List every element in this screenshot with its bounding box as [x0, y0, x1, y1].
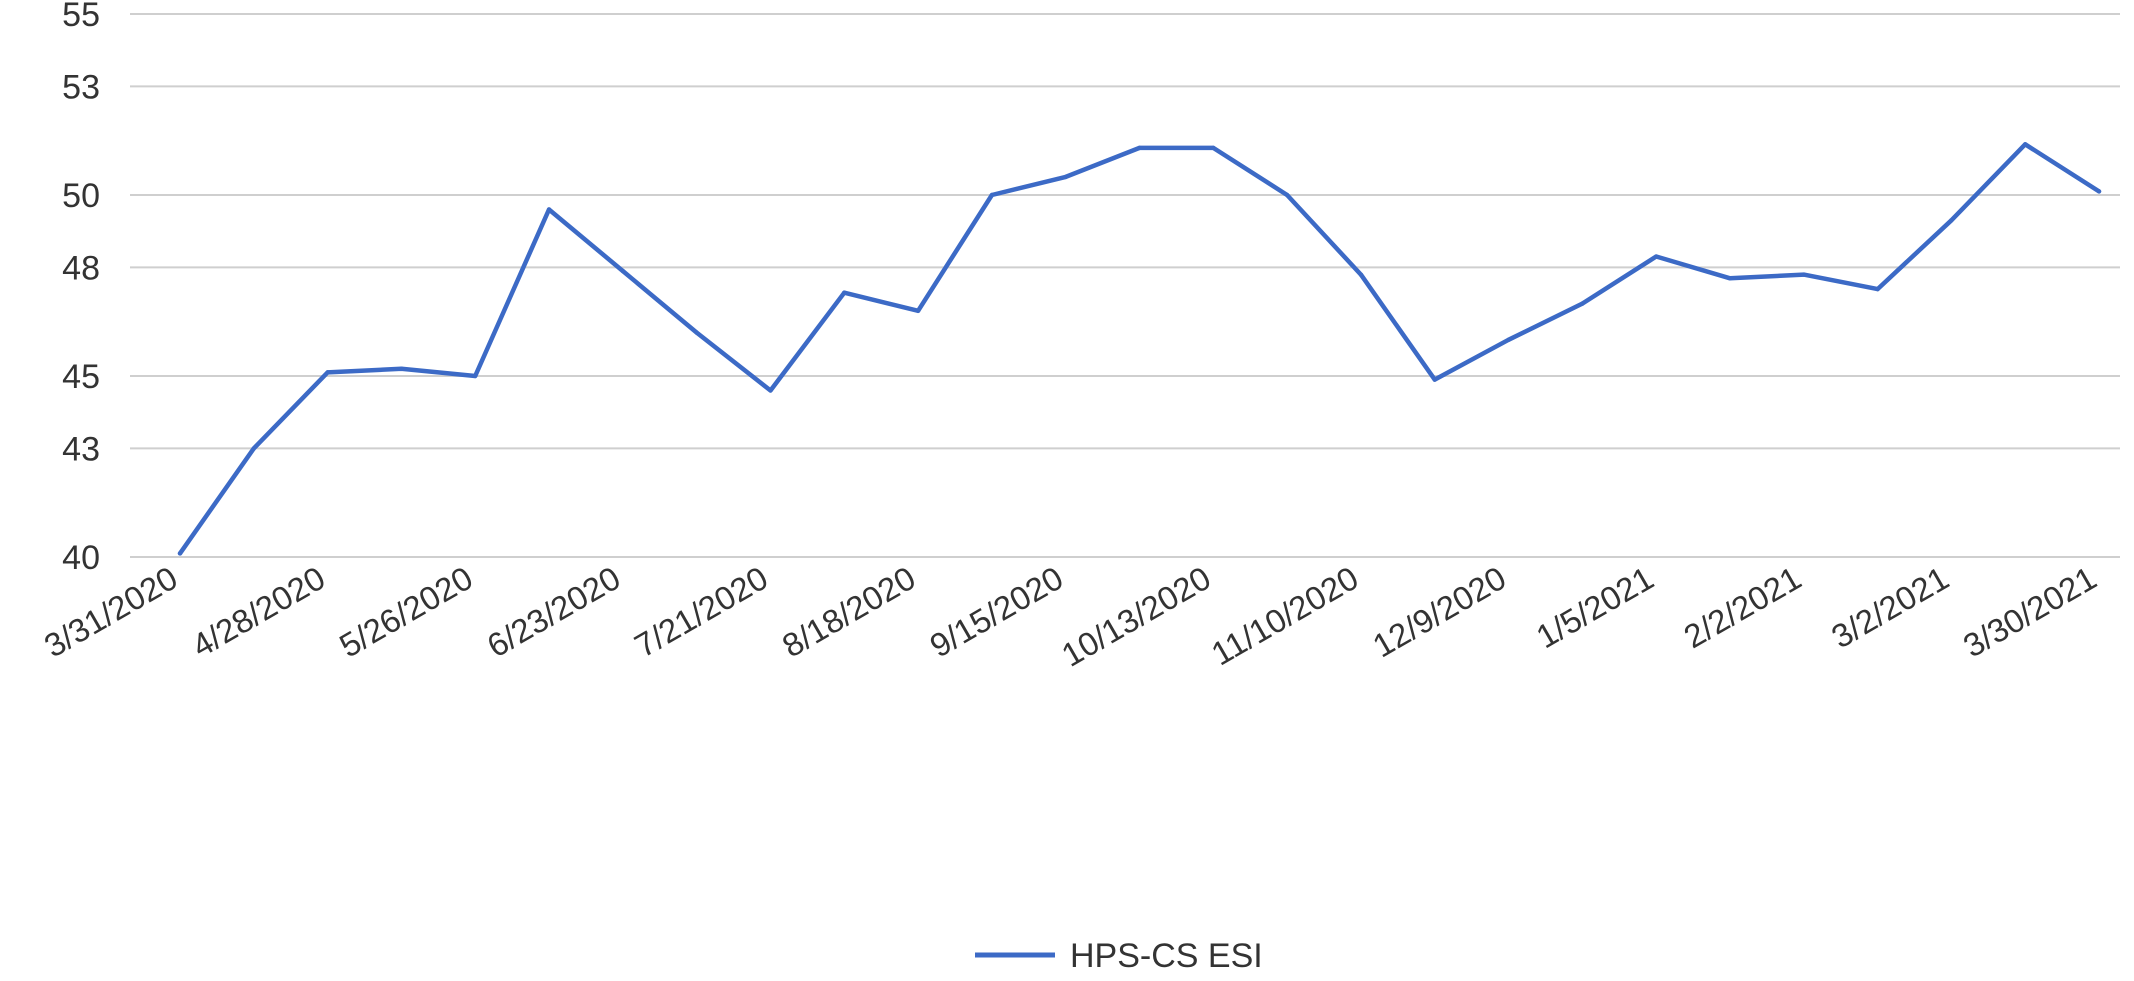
y-tick-label: 45: [62, 358, 100, 396]
y-tick-label: 48: [62, 249, 100, 287]
x-tick-label: 7/21/2020: [628, 559, 774, 664]
x-tick-label: 11/10/2020: [1205, 559, 1364, 672]
y-axis-ticks: 40 43 45 48 50 53 55: [62, 0, 100, 577]
x-tick-label: 2/2/2021: [1678, 559, 1808, 655]
y-tick-label: 53: [62, 68, 100, 106]
x-tick-label: 3/2/2021: [1825, 559, 1955, 655]
x-tick-label: 4/28/2020: [185, 559, 331, 664]
data-point: [1432, 377, 1437, 382]
data-point: [1653, 254, 1659, 259]
data-point: [989, 192, 995, 198]
x-tick-label: 10/13/2020: [1055, 559, 1217, 674]
y-tick-label: 40: [62, 539, 100, 577]
data-point: [399, 366, 404, 371]
data-point: [1211, 145, 1216, 151]
data-point: [546, 207, 552, 212]
data-point: [325, 370, 330, 375]
legend-label: HPS-CS ESI: [1070, 937, 1263, 975]
data-point: [1580, 301, 1585, 306]
data-point: [694, 330, 699, 335]
x-tick-label: 3/30/2021: [1957, 559, 2103, 664]
x-axis-ticks: 3/31/2020 4/28/2020 5/26/2020 6/23/2020 7/21…: [38, 559, 2103, 674]
series-layer: [177, 142, 2102, 556]
data-point: [842, 290, 847, 295]
data-point: [1506, 337, 1511, 342]
x-tick-label: 12/9/2020: [1366, 559, 1512, 664]
series-line: [177, 142, 2102, 556]
data-point: [251, 446, 257, 451]
data-point: [1801, 272, 1806, 277]
x-tick-label: 9/15/2020: [924, 559, 1070, 664]
x-tick-label: 1/5/2021: [1530, 559, 1660, 655]
data-point: [473, 373, 478, 379]
data-point: [2022, 142, 2028, 147]
y-tick-label: 55: [62, 0, 100, 34]
data-point: [1727, 276, 1733, 281]
legend: HPS-CS ESI: [975, 937, 1263, 975]
y-tick-label: 50: [62, 177, 100, 215]
gridlines: [130, 13, 2120, 558]
x-tick-label: 8/18/2020: [776, 559, 922, 664]
data-point: [1063, 174, 1068, 180]
data-point: [177, 551, 183, 556]
x-tick-label: 5/26/2020: [333, 559, 479, 664]
data-point: [2096, 189, 2102, 194]
data-point: [1875, 286, 1880, 292]
data-point: [1137, 145, 1142, 151]
y-tick-label: 43: [62, 430, 100, 468]
data-point: [915, 308, 921, 314]
data-point: [1949, 218, 1954, 223]
x-tick-label: 6/23/2020: [481, 559, 627, 664]
x-tick-label: 3/31/2020: [38, 559, 184, 664]
data-point: [1284, 192, 1290, 198]
data-point: [1358, 272, 1364, 277]
data-point: [768, 388, 773, 393]
data-point: [620, 268, 626, 274]
